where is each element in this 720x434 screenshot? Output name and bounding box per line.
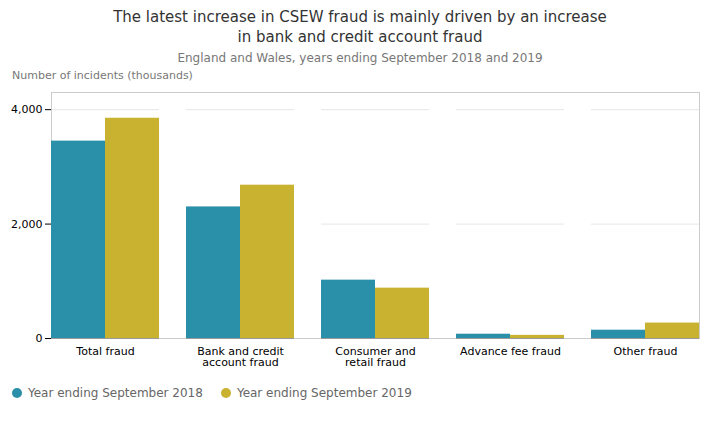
svg-text:Other fraud: Other fraud: [614, 345, 678, 358]
svg-text:0: 0: [36, 332, 43, 345]
svg-text:4,000: 4,000: [11, 103, 43, 116]
html-text:The latest increase in CSEW fr: The latest increase in CSEW fraud is mai…: [113, 8, 607, 46]
html-text:England and Wales, years endin: England and Wales, years ending Septembe…: [177, 51, 543, 65]
html-text:Number of incidents (thousands: Number of incidents (thousands): [12, 69, 193, 82]
svg-text:2,000: 2,000: [11, 218, 43, 231]
svg-text:Consumer andretail fraud: Consumer andretail fraud: [335, 345, 415, 369]
svg-text:Total fraud: Total fraud: [75, 345, 134, 358]
html-text:Year ending September 2019: Year ending September 2019: [236, 386, 412, 400]
svg-text:Bank and creditaccount fraud: Bank and creditaccount fraud: [197, 345, 284, 369]
svg-text:Advance fee fraud: Advance fee fraud: [460, 345, 561, 358]
html-text:Year ending September 2018: Year ending September 2018: [28, 386, 203, 400]
